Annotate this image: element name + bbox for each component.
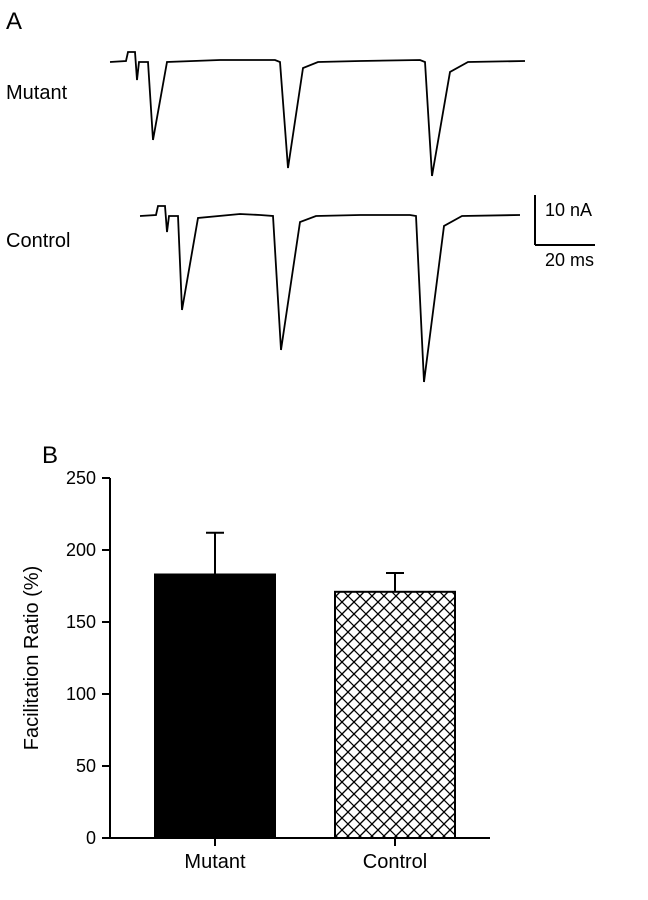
svg-text:100: 100	[66, 684, 96, 704]
scalebar-v-label: 10 nA	[545, 200, 592, 221]
svg-text:200: 200	[66, 540, 96, 560]
bar-control	[335, 592, 455, 838]
scalebar-h-label: 20 ms	[545, 250, 594, 271]
svg-text:150: 150	[66, 612, 96, 632]
x-label-control: Control	[363, 851, 427, 873]
y-ticks: 0 50 100 150 200 250	[66, 468, 110, 848]
x-label-mutant: Mutant	[184, 851, 246, 873]
bar-mutant	[155, 575, 275, 839]
trace-mutant	[110, 52, 525, 176]
svg-text:250: 250	[66, 468, 96, 488]
trace-control	[140, 206, 520, 382]
panel-b-chart: 0 50 100 150 200 250 Facilitation Ratio …	[0, 440, 648, 900]
svg-text:50: 50	[76, 756, 96, 776]
svg-text:0: 0	[86, 828, 96, 848]
y-axis-label: Facilitation Ratio (%)	[21, 566, 43, 751]
